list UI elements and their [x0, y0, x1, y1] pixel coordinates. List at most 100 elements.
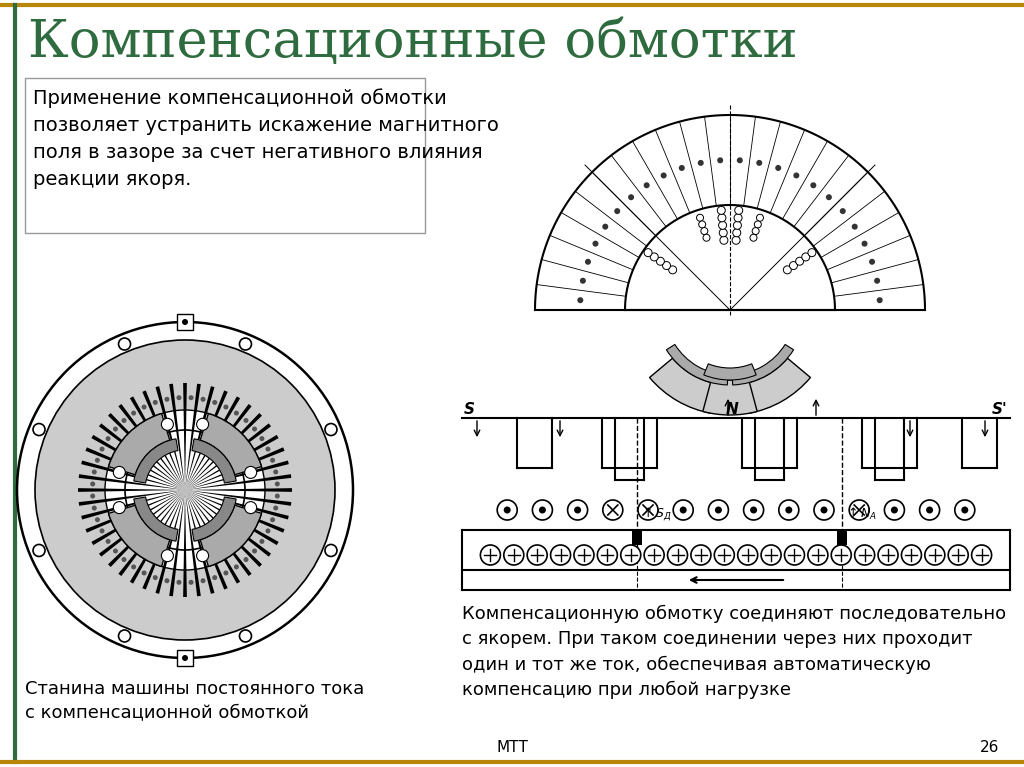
Circle shape [891, 506, 898, 513]
Circle shape [270, 458, 275, 463]
Circle shape [972, 545, 991, 565]
Wedge shape [78, 488, 185, 492]
Circle shape [734, 206, 742, 215]
Circle shape [201, 397, 206, 402]
Wedge shape [130, 490, 185, 584]
Circle shape [153, 400, 158, 405]
Circle shape [551, 545, 570, 565]
Text: N: N [726, 402, 738, 417]
Circle shape [732, 236, 740, 244]
Wedge shape [109, 413, 170, 475]
Wedge shape [91, 490, 185, 545]
Wedge shape [185, 435, 279, 490]
Circle shape [861, 241, 867, 247]
Circle shape [621, 545, 641, 565]
Wedge shape [185, 490, 214, 594]
Circle shape [480, 545, 501, 565]
Circle shape [574, 545, 594, 565]
Wedge shape [191, 439, 237, 483]
Wedge shape [81, 460, 185, 490]
Circle shape [673, 500, 693, 520]
Wedge shape [185, 386, 214, 490]
Wedge shape [185, 490, 262, 567]
Wedge shape [99, 490, 185, 557]
Circle shape [734, 214, 742, 222]
Circle shape [614, 208, 621, 214]
Circle shape [808, 545, 827, 565]
Wedge shape [130, 397, 185, 490]
Circle shape [532, 500, 552, 520]
Circle shape [113, 548, 118, 554]
Circle shape [962, 506, 969, 513]
Circle shape [644, 183, 649, 188]
Circle shape [663, 262, 671, 269]
Circle shape [926, 506, 933, 513]
Bar [177, 650, 193, 666]
Circle shape [790, 262, 798, 269]
Circle shape [948, 545, 969, 565]
Circle shape [95, 517, 100, 522]
Circle shape [691, 545, 711, 565]
Wedge shape [85, 490, 185, 532]
Text: $\uparrow S_Д$: $\uparrow S_Д$ [640, 505, 672, 522]
Text: МТТ: МТТ [496, 740, 528, 755]
Wedge shape [119, 490, 185, 576]
Wedge shape [185, 490, 240, 584]
Wedge shape [185, 490, 227, 590]
Circle shape [578, 297, 584, 303]
Circle shape [597, 545, 617, 565]
Circle shape [244, 418, 249, 423]
Wedge shape [91, 435, 185, 490]
Circle shape [794, 173, 800, 179]
Circle shape [585, 258, 591, 265]
Wedge shape [185, 490, 289, 519]
Circle shape [743, 500, 764, 520]
Wedge shape [185, 397, 240, 490]
Circle shape [814, 500, 834, 520]
Circle shape [717, 206, 725, 215]
Text: S: S [464, 402, 475, 417]
Circle shape [831, 545, 851, 565]
Circle shape [719, 229, 727, 237]
Wedge shape [185, 490, 291, 505]
Wedge shape [185, 490, 285, 532]
Circle shape [114, 502, 125, 514]
Circle shape [644, 545, 665, 565]
Bar [837, 530, 847, 545]
Wedge shape [185, 423, 271, 490]
Circle shape [874, 278, 880, 284]
Text: Компенсационную обмотку соединяют последовательно
с якорем. При таком соединении: Компенсационную обмотку соединяют послед… [462, 605, 1007, 699]
Circle shape [105, 436, 111, 441]
Circle shape [539, 506, 546, 513]
Circle shape [920, 500, 940, 520]
Wedge shape [191, 497, 237, 542]
Circle shape [808, 249, 816, 257]
Wedge shape [185, 460, 289, 490]
Wedge shape [703, 364, 756, 380]
Circle shape [527, 545, 547, 565]
Circle shape [182, 655, 188, 661]
Circle shape [737, 157, 742, 163]
Circle shape [504, 506, 511, 513]
Circle shape [245, 502, 257, 514]
Circle shape [223, 571, 228, 575]
Circle shape [92, 469, 97, 475]
Circle shape [131, 565, 136, 569]
Circle shape [201, 578, 206, 583]
Wedge shape [99, 423, 185, 490]
Wedge shape [79, 474, 185, 490]
Wedge shape [156, 490, 185, 594]
Wedge shape [185, 390, 227, 490]
Circle shape [122, 418, 127, 423]
Circle shape [504, 545, 524, 565]
Circle shape [233, 565, 239, 569]
Circle shape [252, 548, 257, 554]
Wedge shape [185, 490, 252, 576]
Circle shape [901, 545, 922, 565]
Circle shape [162, 418, 173, 430]
Circle shape [855, 545, 874, 565]
Circle shape [114, 466, 125, 479]
Wedge shape [134, 497, 178, 542]
Circle shape [878, 545, 898, 565]
Circle shape [700, 228, 708, 235]
